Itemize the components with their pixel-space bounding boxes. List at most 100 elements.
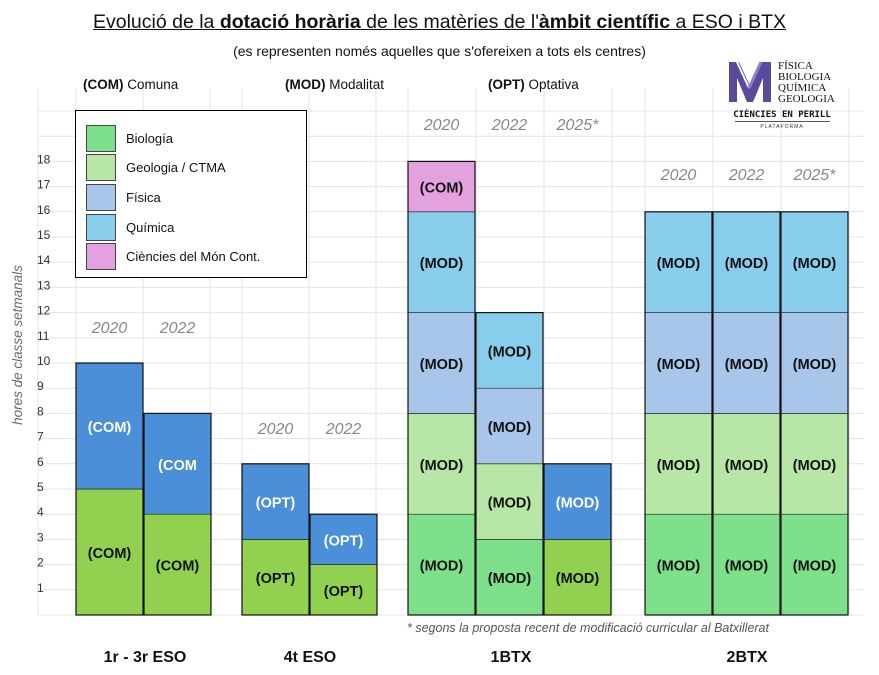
legend-item-geologia: Geologia / CTMA bbox=[86, 154, 301, 182]
legend-label-fisica: Física bbox=[126, 190, 161, 205]
bar-segment bbox=[407, 312, 476, 414]
bar-segment-label: (MOD) bbox=[556, 496, 600, 512]
legend-label-ciencies-mon: Ciències del Món Cont. bbox=[126, 249, 261, 264]
bar-year-label: 2020 bbox=[660, 167, 697, 184]
bar-segment-label: (MOD) bbox=[420, 357, 464, 373]
bar-segment-label: (MOD) bbox=[488, 571, 532, 587]
legend-label-geologia: Geologia / CTMA bbox=[126, 160, 226, 175]
bar-segment bbox=[712, 312, 781, 414]
bar-segment-label: (MOD) bbox=[488, 420, 532, 436]
bar-segment-label: (MOD) bbox=[657, 458, 701, 474]
bar-year-label: 2022 bbox=[491, 117, 528, 134]
bar-year-label: 2022 bbox=[159, 320, 196, 337]
bar-segment-label: (OPT) bbox=[324, 533, 364, 549]
bar-segment-label: (COM) bbox=[420, 181, 464, 197]
y-tick-label: 2 bbox=[37, 556, 44, 570]
bar-segment-label: (MOD) bbox=[725, 357, 769, 373]
bar-year-label: 2020 bbox=[91, 320, 128, 337]
type-code-mod: (MOD) bbox=[285, 77, 326, 92]
group-label: 2BTX bbox=[727, 649, 768, 666]
bar-segment bbox=[475, 539, 544, 616]
legend-item-fisica: Física bbox=[86, 184, 301, 212]
bar-outline bbox=[143, 412, 212, 616]
legend-swatch-geologia bbox=[86, 154, 116, 181]
bar-segment-label: (MOD) bbox=[657, 256, 701, 272]
type-name-com: Comuna bbox=[127, 77, 179, 92]
bar-segment-label: (MOD) bbox=[725, 256, 769, 272]
bar-segment bbox=[75, 362, 144, 490]
bar-year-label: 2022 bbox=[728, 167, 765, 184]
bar-segment bbox=[712, 211, 781, 313]
logo-line-geologia: GEOLOGIA bbox=[778, 93, 835, 105]
y-tick-label: 16 bbox=[37, 203, 51, 217]
bar-segment-label: (COM) bbox=[88, 546, 132, 562]
bar-segment-label: (MOD) bbox=[420, 256, 464, 272]
bar-segment-label: (MOD) bbox=[793, 357, 837, 373]
bar-outline bbox=[543, 463, 612, 616]
y-tick-label: 12 bbox=[37, 304, 51, 318]
bar-outline bbox=[780, 211, 849, 616]
footnote: * segons la proposta recent de modificac… bbox=[407, 621, 769, 635]
title-bold-2: àmbit científic bbox=[538, 11, 671, 33]
y-tick-label: 17 bbox=[37, 178, 51, 192]
bar-year-label: 2022 bbox=[325, 421, 362, 438]
bar-outline bbox=[75, 362, 144, 616]
bar-segment-label: (OPT) bbox=[256, 571, 296, 587]
chart-title: Evolució de la dotació horària de les ma… bbox=[0, 10, 879, 34]
bar-outline bbox=[407, 160, 476, 616]
bar-segment bbox=[780, 312, 849, 414]
y-tick-label: 13 bbox=[37, 278, 51, 292]
bar-segment bbox=[475, 387, 544, 465]
chart-legend: Biología Geologia / CTMA Física Química … bbox=[75, 110, 307, 278]
y-tick-label: 6 bbox=[37, 455, 44, 469]
bar-outline bbox=[241, 463, 310, 616]
y-tick-label: 7 bbox=[37, 430, 44, 444]
y-tick-label: 14 bbox=[37, 253, 51, 267]
bar-segment bbox=[543, 463, 612, 540]
legend-label-biologia: Biología bbox=[126, 131, 173, 146]
title-bold-1: dotació horària bbox=[219, 11, 361, 33]
bar-segment-label: (MOD) bbox=[488, 496, 532, 512]
bar-segment bbox=[241, 539, 310, 616]
y-tick-label: 4 bbox=[37, 505, 44, 519]
bar-segment bbox=[241, 463, 310, 540]
y-tick-label: 5 bbox=[37, 480, 44, 494]
bar-segment bbox=[780, 413, 849, 515]
bar-year-label: 2020 bbox=[423, 117, 460, 134]
bar-segment-label: (COM) bbox=[88, 420, 132, 436]
legend-item-quimica: Química bbox=[86, 214, 301, 242]
bar-outline bbox=[712, 211, 781, 616]
bar-segment-label: (MOD) bbox=[793, 559, 837, 575]
type-code-com: (COM) bbox=[83, 77, 124, 92]
bar-segment-label: (MOD) bbox=[657, 559, 701, 575]
bar-segment-label: (COM) bbox=[156, 559, 200, 575]
logo-divider bbox=[735, 121, 830, 122]
y-tick-label: 8 bbox=[37, 404, 44, 418]
bar-segment-label: (OPT) bbox=[256, 496, 296, 512]
y-axis-label: hores de classe setmanals bbox=[10, 265, 25, 425]
title-part-3: a ESO i BTX bbox=[670, 11, 786, 33]
bar-segment bbox=[644, 312, 713, 414]
legend-item-biologia: Biología bbox=[86, 125, 301, 153]
legend-item-ciencies-mon: Ciències del Món Cont. bbox=[86, 243, 301, 271]
bar-segment-label: (MOD) bbox=[793, 458, 837, 474]
y-tick-label: 18 bbox=[37, 152, 51, 166]
y-tick-label: 15 bbox=[37, 228, 51, 242]
bar-outline bbox=[475, 312, 544, 616]
bar-outline bbox=[309, 513, 378, 616]
title-part-2: de les matèries de l' bbox=[360, 11, 539, 33]
y-tick-label: 1 bbox=[37, 581, 44, 595]
legend-swatch-ciencies-mon bbox=[86, 243, 116, 270]
y-tick-label: 11 bbox=[37, 329, 50, 343]
bar-segment bbox=[75, 488, 144, 616]
type-code-opt: (OPT) bbox=[488, 77, 525, 92]
group-label: 4t ESO bbox=[284, 649, 336, 666]
bar-segment-label: (MOD) bbox=[725, 559, 769, 575]
bar-segment-label: (MOD) bbox=[556, 571, 600, 587]
title-part-1: Evolució de la bbox=[92, 11, 220, 33]
legend-swatch-quimica bbox=[86, 214, 116, 241]
y-tick-label: 3 bbox=[37, 530, 44, 544]
bar-year-label: 2020 bbox=[257, 421, 294, 438]
